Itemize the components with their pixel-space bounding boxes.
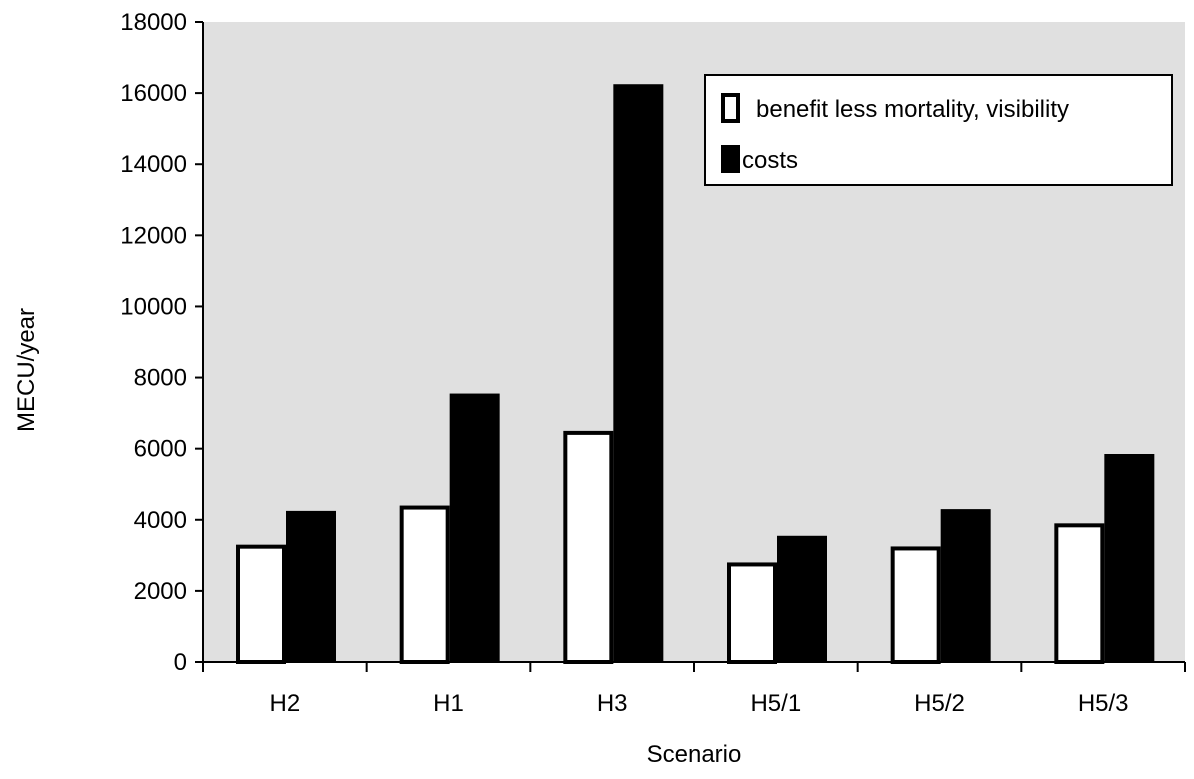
y-tick-label: 0 bbox=[174, 649, 187, 676]
y-tick-label: 16000 bbox=[120, 80, 187, 107]
bar-benefit-h5-1 bbox=[727, 562, 777, 665]
bar-benefit-h3 bbox=[563, 430, 614, 664]
x-tick-label: H5/1 bbox=[750, 690, 801, 717]
y-tick-label: 10000 bbox=[120, 293, 187, 320]
x-tick-label: H1 bbox=[433, 690, 464, 717]
bar-benefit-h5-3 bbox=[1054, 523, 1105, 664]
bar-costs-h5-1 bbox=[777, 535, 827, 662]
bar-costs-h1 bbox=[449, 393, 500, 662]
y-tick-label: 18000 bbox=[120, 9, 187, 36]
legend-label-benefit: benefit less mortality, visibility bbox=[756, 96, 1069, 123]
y-tick-label: 2000 bbox=[134, 578, 187, 605]
legend-label-costs: costs bbox=[742, 147, 798, 174]
legend-swatch-costs bbox=[721, 145, 740, 173]
tick-labels: 0 2000 4000 6000 8000 10000 12000 14000 16000 180… bbox=[120, 9, 1128, 717]
y-axis-title: MECU/year bbox=[13, 308, 40, 432]
bar-costs-h3 bbox=[613, 84, 664, 662]
x-tick-label: H3 bbox=[597, 690, 628, 717]
y-tick-label: 14000 bbox=[120, 151, 187, 178]
x-tick-label: H2 bbox=[269, 690, 300, 717]
bar-costs-h5-3 bbox=[1104, 454, 1155, 662]
y-tick-label: 6000 bbox=[134, 436, 187, 463]
axes bbox=[195, 21, 1186, 672]
bar-benefit-h5-2 bbox=[890, 546, 941, 665]
bar-benefit-h1 bbox=[399, 505, 450, 664]
legend: benefit less mortality, visibility costs bbox=[704, 74, 1173, 186]
bar-costs-h2 bbox=[286, 510, 336, 662]
y-tick-label: 12000 bbox=[120, 222, 187, 249]
x-tick-label: H5/3 bbox=[1078, 690, 1129, 717]
bar-benefit-h2 bbox=[236, 544, 286, 665]
y-tick-label: 4000 bbox=[134, 507, 187, 534]
x-axis-title: Scenario bbox=[647, 741, 742, 768]
y-tick-label: 8000 bbox=[134, 365, 187, 392]
x-tick-label: H5/2 bbox=[914, 690, 965, 717]
legend-swatch-benefit bbox=[721, 93, 740, 123]
bars bbox=[236, 84, 1155, 665]
bar-costs-h5-2 bbox=[940, 509, 991, 662]
legend-box bbox=[704, 74, 1173, 186]
